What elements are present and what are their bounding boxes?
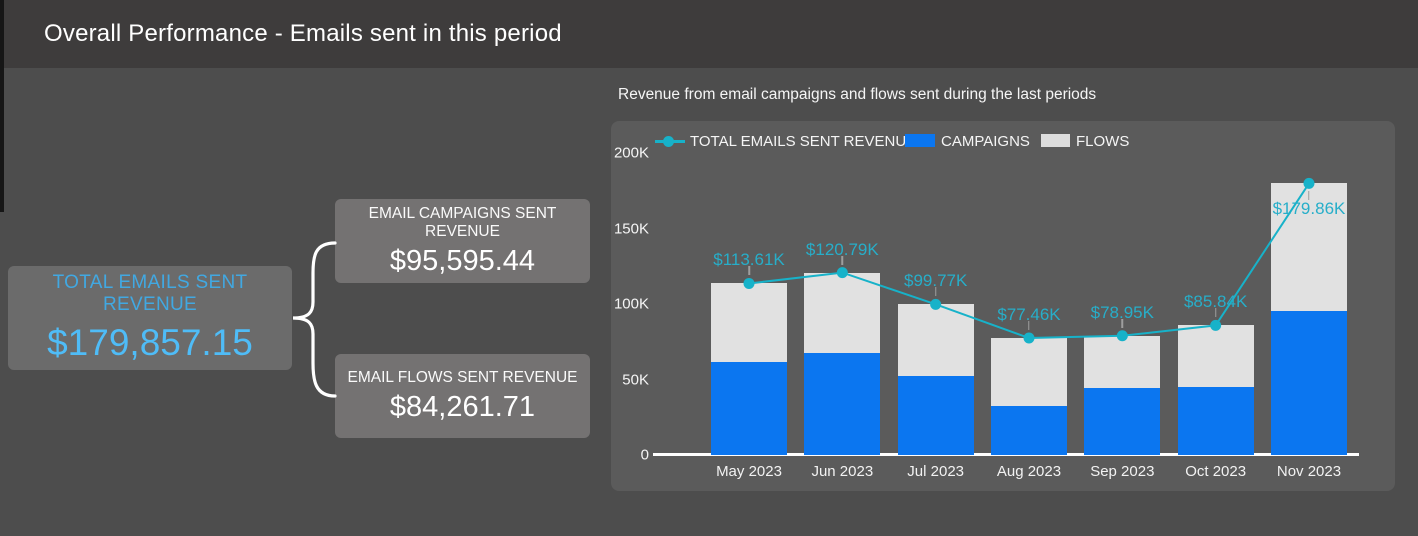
bar-flows-segment[interactable] (897, 304, 974, 377)
data-label-connector (1308, 191, 1310, 201)
page-title: Overall Performance - Emails sent in thi… (44, 20, 562, 47)
bar-campaigns-segment[interactable] (711, 362, 787, 455)
data-label-connector (1121, 318, 1124, 328)
legend-item-campaigns[interactable]: CAMPAIGNS (941, 133, 1030, 150)
bar-campaigns-segment[interactable] (897, 376, 974, 455)
kpi-label: EMAIL CAMPAIGNS SENT REVENUE (368, 204, 557, 240)
data-label: $85.84K (1183, 292, 1248, 312)
kpi-card-total-emails-revenue[interactable]: TOTAL EMAILS SENT REVENUE $179,857.15 (8, 266, 292, 370)
y-axis-label: 100K (613, 295, 649, 313)
kpi-label: TOTAL EMAILS SENT REVENUE (52, 272, 248, 315)
x-axis-label: May 2023 (716, 463, 782, 480)
x-axis-label: Sep 2023 (1090, 463, 1155, 480)
bar-flows-segment[interactable] (711, 283, 787, 363)
bar-flows-segment[interactable] (804, 272, 881, 354)
bar-flows-segment[interactable] (1084, 335, 1161, 388)
kpi-label: EMAIL FLOWS SENT REVENUE (347, 368, 578, 386)
kpi-card-flows-revenue[interactable]: EMAIL FLOWS SENT REVENUE $84,261.71 (335, 354, 590, 438)
line-point[interactable] (1303, 177, 1315, 189)
line-point[interactable] (743, 277, 755, 289)
y-axis-label: 0 (640, 446, 649, 464)
x-axis-label: Jul 2023 (907, 463, 965, 480)
bar-flows-segment[interactable] (990, 338, 1067, 406)
header-bar (0, 0, 1418, 68)
bar-campaigns-segment[interactable] (990, 405, 1067, 455)
legend-item-flows[interactable]: FLOWS (1076, 133, 1130, 150)
y-axis-label: 50K (622, 371, 649, 388)
chart-title: Revenue from email campaigns and flows s… (618, 86, 1097, 103)
chart-panel[interactable]: TOTAL EMAILS SENT REVENUE CAMPAIGNS FLOW… (611, 121, 1395, 491)
data-label-connector (1028, 321, 1030, 331)
legend-flows-swatch (1041, 134, 1070, 147)
data-label: $78.95K (1090, 302, 1154, 322)
legend-line-dot-icon (663, 135, 674, 147)
bar-campaigns-segment[interactable] (804, 353, 881, 455)
x-axis-label: Nov 2023 (1276, 463, 1342, 480)
bar-campaigns-segment[interactable] (1084, 387, 1161, 455)
data-label: $120.79K (805, 239, 879, 259)
kpi-value: $179,857.15 (47, 322, 253, 363)
data-label: $77.46K (997, 305, 1061, 325)
bar-campaigns-segment[interactable] (1270, 310, 1347, 455)
x-axis-label: Jun 2023 (811, 463, 874, 480)
data-label: $113.61K (713, 250, 785, 270)
window-left-edge (0, 0, 4, 212)
line-point[interactable] (1023, 332, 1035, 344)
line-point[interactable] (1116, 330, 1128, 342)
x-axis-label: Oct 2023 (1185, 463, 1247, 480)
kpi-value: $95,595.44 (389, 244, 536, 277)
x-axis-label: Aug 2023 (996, 463, 1062, 480)
bar-campaigns-segment[interactable] (1177, 387, 1254, 455)
bar-flows-segment[interactable] (1177, 325, 1254, 388)
data-label: $99.77K (903, 271, 968, 291)
data-label-connector (1214, 308, 1217, 318)
legend-campaigns-swatch (905, 134, 935, 147)
total-revenue-line (743, 177, 1315, 344)
line-point[interactable] (1210, 319, 1222, 331)
data-label-connector (841, 255, 844, 265)
bar-flows-segment[interactable] (1270, 183, 1347, 311)
kpi-value: $84,261.71 (389, 390, 536, 423)
y-axis-label: 200K (613, 144, 649, 162)
data-label: $179.86K (1272, 199, 1346, 219)
y-axis-label: 150K (613, 220, 649, 237)
legend-item-total[interactable]: TOTAL EMAILS SENT REVENUE (690, 133, 917, 150)
brace-connector (292, 241, 337, 398)
kpi-card-campaigns-revenue[interactable]: EMAIL CAMPAIGNS SENT REVENUE $95,595.44 (335, 199, 590, 283)
line-point[interactable] (836, 267, 848, 279)
line-point[interactable] (930, 298, 942, 310)
data-label-connector (748, 266, 750, 276)
data-label-connector (934, 287, 937, 297)
